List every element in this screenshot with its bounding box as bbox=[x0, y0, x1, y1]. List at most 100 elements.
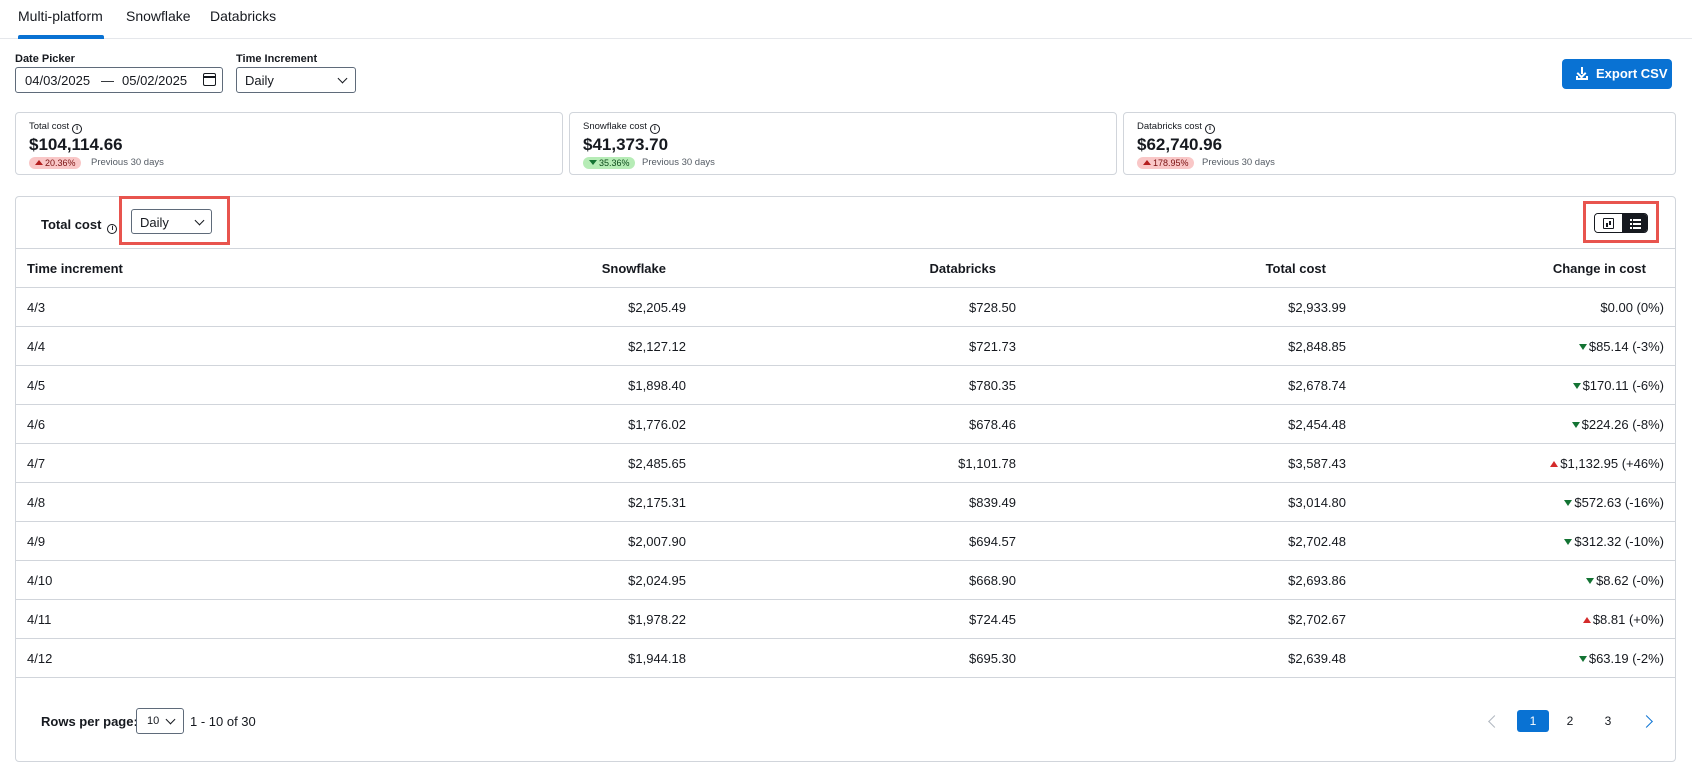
trend-down-icon bbox=[1578, 343, 1587, 350]
cell-time-increment: 4/5 bbox=[16, 365, 316, 405]
cell-change-in-cost: $224.26 (-8%) bbox=[1346, 404, 1675, 444]
change-value: $0.00 (0%) bbox=[1600, 299, 1664, 315]
tab-snowflake[interactable]: Snowflake bbox=[126, 8, 191, 24]
page-range: 1 - 10 of 30 bbox=[190, 714, 256, 729]
cell-time-increment: 4/3 bbox=[16, 287, 316, 327]
cell-total-cost: $2,454.48 bbox=[1016, 404, 1346, 444]
trend-down-icon bbox=[1571, 421, 1580, 428]
previous-page-icon[interactable] bbox=[1488, 715, 1501, 728]
cell-databricks: $721.73 bbox=[686, 326, 1016, 366]
cell-databricks: $694.57 bbox=[686, 521, 1016, 561]
tab-databricks[interactable]: Databricks bbox=[210, 8, 277, 24]
cell-snowflake: $1,898.40 bbox=[316, 365, 686, 405]
cell-time-increment: 4/10 bbox=[16, 560, 316, 600]
cell-databricks: $678.46 bbox=[686, 404, 1016, 444]
table-row: 4/5 $1,898.40 $780.35 $2,678.74 $170.11 (-6%… bbox=[16, 365, 1675, 405]
table-row: 4/8 $2,175.31 $839.49 $3,014.80 $572.63 (-16… bbox=[16, 482, 1675, 522]
cell-change-in-cost: $0.00 (0%) bbox=[1346, 287, 1675, 327]
cell-snowflake: $1,776.02 bbox=[316, 404, 686, 444]
date-start[interactable]: 04/03/2025 bbox=[25, 73, 91, 88]
page-1-button[interactable]: 1 bbox=[1517, 710, 1549, 732]
table-row: 4/4 $2,127.12 $721.73 $2,848.85 $85.14 (-3%) bbox=[16, 326, 1675, 366]
compare-period: Previous 30 days bbox=[1202, 157, 1275, 168]
chart-view-button[interactable] bbox=[1595, 214, 1622, 232]
cell-databricks: $668.90 bbox=[686, 560, 1016, 600]
column-header-snowflake[interactable]: Snowflake bbox=[316, 248, 686, 288]
date-separator: — bbox=[101, 73, 114, 88]
table-row: 4/9 $2,007.90 $694.57 $2,702.48 $312.32 (-10… bbox=[16, 521, 1675, 561]
cell-databricks: $728.50 bbox=[686, 287, 1016, 327]
cell-change-in-cost: $572.63 (-16%) bbox=[1346, 482, 1675, 522]
export-csv-button[interactable]: Export CSV bbox=[1562, 59, 1672, 89]
info-icon[interactable]: i bbox=[649, 124, 660, 134]
card-value: $62,740.96 bbox=[1137, 135, 1223, 154]
time-increment-value: Daily bbox=[245, 73, 274, 88]
date-end[interactable]: 05/02/2025 bbox=[122, 73, 188, 88]
cell-snowflake: $2,485.65 bbox=[316, 443, 686, 483]
table-view-button[interactable] bbox=[1622, 214, 1647, 232]
view-toggle[interactable] bbox=[1594, 213, 1648, 233]
download-icon bbox=[1576, 67, 1588, 80]
export-csv-label: Export CSV bbox=[1596, 66, 1668, 81]
trend-down-icon bbox=[1572, 382, 1581, 389]
cost-table: Time increment Snowflake Databricks Tota… bbox=[16, 248, 1675, 678]
column-header-total-cost[interactable]: Total cost bbox=[1016, 248, 1346, 288]
cell-time-increment: 4/6 bbox=[16, 404, 316, 444]
time-increment-label: Time Increment bbox=[236, 53, 318, 65]
tab-multi-platform[interactable]: Multi-platform bbox=[18, 8, 104, 39]
change-value: $8.62 (-0%) bbox=[1596, 572, 1664, 588]
databricks-cost-card: Databricks cost i $62,740.96 178.95% Prev… bbox=[1123, 112, 1676, 175]
cell-total-cost: $2,702.48 bbox=[1016, 521, 1346, 561]
compare-period: Previous 30 days bbox=[642, 157, 715, 168]
info-icon[interactable]: i bbox=[72, 124, 83, 134]
cell-snowflake: $2,024.95 bbox=[316, 560, 686, 600]
panel-title: Total cost i bbox=[41, 217, 118, 234]
table-header-row: Time increment Snowflake Databricks Tota… bbox=[16, 248, 1675, 288]
cell-databricks: $724.45 bbox=[686, 599, 1016, 639]
cell-total-cost: $3,587.43 bbox=[1016, 443, 1346, 483]
trend-up-icon bbox=[1143, 160, 1151, 165]
cell-snowflake: $2,007.90 bbox=[316, 521, 686, 561]
cell-databricks: $1,101.78 bbox=[686, 443, 1016, 483]
change-value: $85.14 (-3%) bbox=[1588, 338, 1664, 354]
date-range-input[interactable]: 04/03/2025 — 05/02/2025 bbox=[15, 67, 223, 93]
change-value: $224.26 (-8%) bbox=[1581, 416, 1664, 432]
highlight-box-increment bbox=[119, 196, 230, 245]
table-row: 4/3 $2,205.49 $728.50 $2,933.99 $0.00 (0%) bbox=[16, 287, 1675, 327]
trend-down-icon bbox=[1564, 538, 1573, 545]
page-2-button[interactable]: 2 bbox=[1566, 714, 1574, 728]
cost-table-panel: Total cost i Daily Time increment Snowfla… bbox=[15, 196, 1676, 762]
cell-snowflake: $2,205.49 bbox=[316, 287, 686, 327]
card-title: Total cost i bbox=[29, 121, 83, 134]
calendar-icon[interactable] bbox=[203, 73, 216, 86]
card-title: Databricks cost i bbox=[1137, 121, 1215, 134]
cell-total-cost: $2,933.99 bbox=[1016, 287, 1346, 327]
trend-down-icon bbox=[589, 160, 597, 165]
panel-increment-value: Daily bbox=[140, 215, 169, 230]
next-page-icon[interactable] bbox=[1640, 715, 1653, 728]
time-increment-select[interactable]: Daily bbox=[236, 67, 356, 93]
change-value: $8.81 (+0%) bbox=[1592, 611, 1664, 627]
rows-per-page-select[interactable]: 10 bbox=[136, 708, 184, 734]
cell-change-in-cost: $1,132.95 (+46%) bbox=[1346, 443, 1675, 483]
platform-tabs: Multi-platform Snowflake Databricks bbox=[0, 0, 1692, 39]
cell-time-increment: 4/11 bbox=[16, 599, 316, 639]
cell-total-cost: $2,678.74 bbox=[1016, 365, 1346, 405]
page-3-button[interactable]: 3 bbox=[1604, 714, 1612, 728]
card-value: $41,373.70 bbox=[583, 135, 669, 154]
change-badge: 35.36% bbox=[583, 157, 635, 169]
date-picker-label: Date Picker bbox=[15, 53, 75, 65]
column-header-databricks[interactable]: Databricks bbox=[686, 248, 1016, 288]
rows-per-page-value: 10 bbox=[147, 715, 160, 727]
chevron-down-icon bbox=[165, 714, 176, 725]
panel-increment-select[interactable]: Daily bbox=[131, 209, 212, 234]
table-row: 4/7 $2,485.65 $1,101.78 $3,587.43 $1,132.95 … bbox=[16, 443, 1675, 483]
change-value: $312.32 (-10%) bbox=[1574, 533, 1664, 549]
info-icon[interactable]: i bbox=[1204, 124, 1215, 134]
cell-snowflake: $2,175.31 bbox=[316, 482, 686, 522]
info-icon[interactable]: i bbox=[107, 224, 118, 234]
table-row: 4/10 $2,024.95 $668.90 $2,693.86 $8.62 (-0%) bbox=[16, 560, 1675, 600]
column-header-time-increment[interactable]: Time increment bbox=[16, 248, 316, 288]
cell-snowflake: $2,127.12 bbox=[316, 326, 686, 366]
column-header-change-in-cost[interactable]: Change in cost bbox=[1346, 248, 1675, 288]
